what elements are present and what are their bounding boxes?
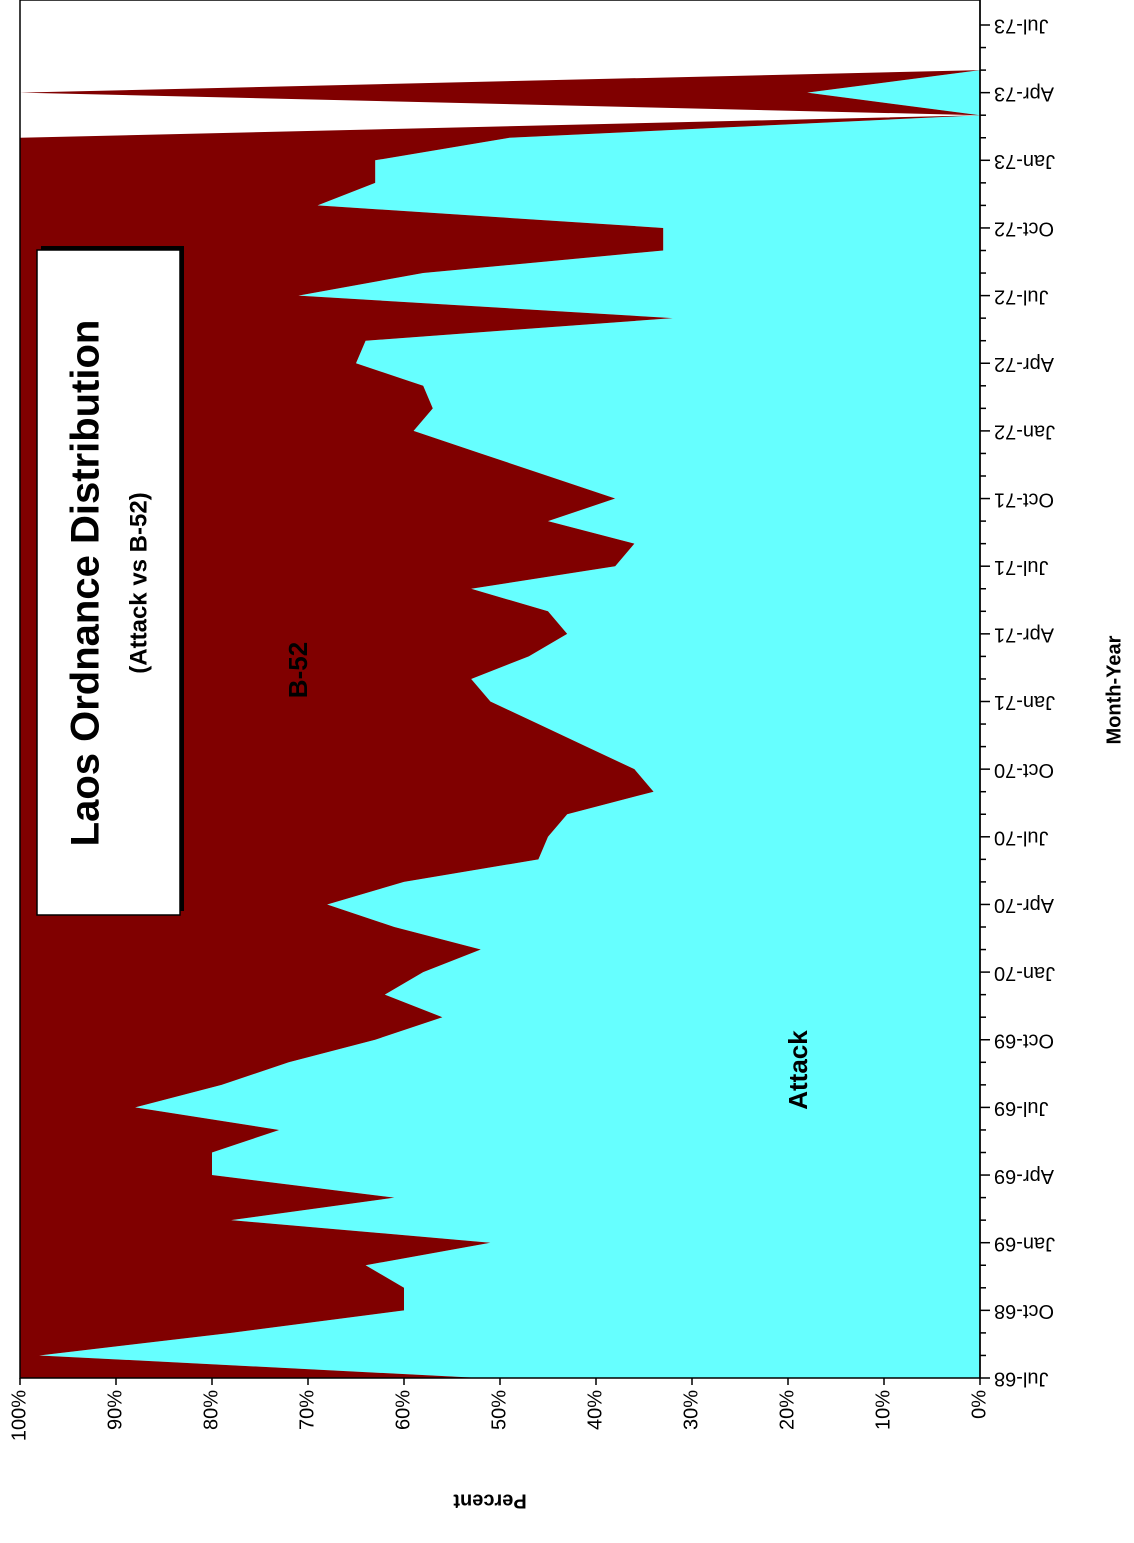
chart-body: 0% 10% 20% 30% 40% 50% 60% 70% 80% 90% 100% Jul-68 O… (8, 0, 1125, 1512)
y-tick-label: 70% (296, 1390, 318, 1430)
y-tick-label: 30% (680, 1390, 702, 1430)
x-tick-label: Oct-68 (994, 1300, 1054, 1322)
y-tick-label: 90% (104, 1390, 126, 1430)
chart-subtitle: (Attack vs B-52) (125, 492, 152, 673)
area-1 (20, 70, 980, 1378)
x-tick-label: Jul-73 (994, 15, 1048, 37)
chart-title: Laos Ordnance Distribution (64, 320, 108, 847)
y-tick-label: 60% (392, 1390, 414, 1430)
x-tick-label: Apr-70 (994, 894, 1054, 916)
y-tick-label: 50% (488, 1390, 510, 1430)
x-tick-label: Jan-72 (994, 421, 1055, 443)
x-tick-label: Jul-68 (994, 1368, 1048, 1390)
area-0 (39, 70, 980, 1378)
x-tick-label: Apr-72 (994, 353, 1054, 375)
y-tick-label: 20% (776, 1390, 798, 1430)
plot-areas (20, 70, 980, 1378)
y-tick-label: 0% (968, 1390, 990, 1419)
x-tick-label: Jan-70 (994, 962, 1055, 984)
series-label: Attack (783, 1030, 813, 1110)
x-tick-label: Oct-71 (994, 488, 1054, 510)
title-box (36, 249, 181, 916)
y-axis-title: Percent (453, 1490, 527, 1512)
x-axis-title: Month-Year (1103, 635, 1125, 744)
y-tick-label: 80% (200, 1390, 222, 1430)
axes: 0% 10% 20% 30% 40% 50% 60% 70% 80% 90% 100% Jul-68 O… (8, 0, 1055, 1441)
x-tick-label: Jan-69 (994, 1232, 1055, 1254)
y-tick-label: 40% (584, 1390, 606, 1430)
y-tick-label: 100% (8, 1390, 30, 1441)
x-tick-label: Apr-71 (994, 624, 1054, 646)
x-tick-label: Oct-72 (994, 218, 1054, 240)
x-tick-label: Jul-72 (994, 285, 1048, 307)
x-tick-label: Jan-73 (994, 150, 1055, 172)
x-tick-label: Jul-69 (994, 1097, 1048, 1119)
x-tick-label: Jul-70 (994, 827, 1048, 849)
x-tick-label: Oct-69 (994, 1029, 1054, 1051)
series-label: B-52 (283, 642, 313, 698)
x-tick-label: Jan-71 (994, 691, 1055, 713)
x-tick-label: Oct-70 (994, 759, 1054, 781)
x-tick-label: Apr-69 (994, 1165, 1054, 1187)
y-tick-label: 10% (872, 1390, 894, 1430)
x-tick-label: Apr-73 (994, 82, 1054, 104)
x-tick-label: Jul-71 (994, 556, 1048, 578)
